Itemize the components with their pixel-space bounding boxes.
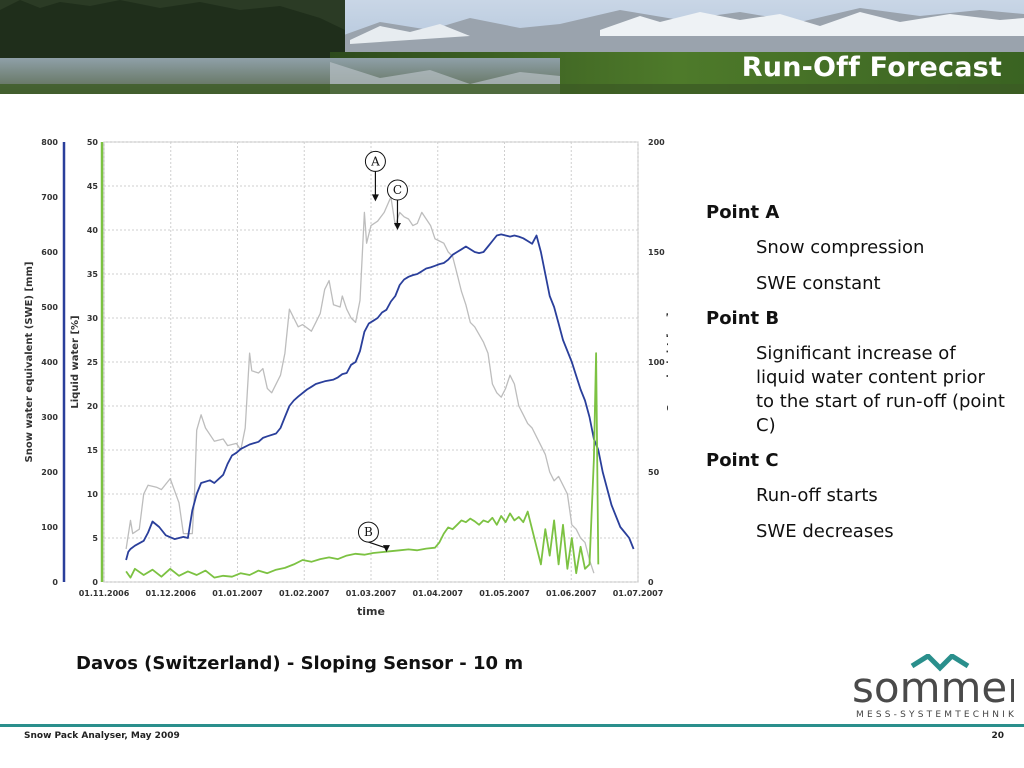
swe-tick-label: 400 [41, 358, 58, 367]
swe-tick-label: 800 [41, 138, 58, 147]
swe-tick-label: 300 [41, 413, 58, 422]
lw-tick-label: 35 [87, 270, 99, 279]
landscape-image [0, 0, 1024, 94]
header-banner: Run-Off Forecast [0, 0, 1024, 94]
note-line: Snow compression [756, 237, 925, 258]
annotation-label: B [364, 525, 373, 539]
hs-tick-label: 200 [648, 138, 665, 147]
series-line-lw [125, 352, 600, 579]
annotation-arrowhead [371, 194, 379, 202]
annotation-circle [357, 521, 379, 543]
swe-tick-label: 100 [41, 523, 58, 532]
company-logo: sommer [850, 652, 1024, 720]
annotation-arrowhead [382, 545, 390, 553]
annotation-arrowhead [393, 223, 401, 230]
x-tick-label: 01.04.2007 [412, 589, 463, 598]
swe-tick-label: 600 [41, 248, 58, 257]
hs-tick-label: 100 [648, 358, 665, 367]
note-group: Point A Snow compression SWE constant [706, 202, 1006, 296]
hs-tick-label: 0 [648, 578, 654, 587]
page-number: 20 [991, 731, 1004, 741]
swe-axis-title: Snow water equivalent (SWE) [mm] [24, 262, 35, 463]
logo-image: sommer [852, 652, 1024, 712]
lw-tick-label: 15 [87, 446, 99, 455]
note-heading: Point A [706, 202, 780, 223]
hs-tick-label: 50 [648, 468, 660, 477]
hs-tick-label: 150 [648, 248, 665, 257]
note-line: Significant increase of liquid water con… [756, 343, 1005, 436]
swe-tick-label: 0 [52, 578, 58, 587]
slide-title: Run-Off Forecast [741, 52, 1002, 83]
lw-tick-label: 30 [87, 314, 99, 323]
lw-tick-label: 5 [92, 534, 98, 543]
lw-tick-label: 25 [87, 358, 99, 367]
note-heading: Point C [706, 450, 779, 471]
note-group: Point B Significant increase of liquid wa… [706, 308, 1006, 438]
lw-tick-label: 50 [87, 138, 99, 147]
lw-tick-label: 45 [87, 182, 99, 191]
x-tick-label: 01.06.2007 [546, 589, 597, 598]
x-tick-label: 01.05.2007 [479, 589, 530, 598]
swe-tick-label: 700 [41, 193, 58, 202]
note-group: Point C Run-off starts SWE decreases [706, 450, 1006, 544]
footer-rule [0, 724, 1024, 727]
annotation-arrow [368, 541, 387, 549]
x-tick-label: 01.02.2007 [279, 589, 330, 598]
x-tick-label: 01.01.2007 [212, 589, 263, 598]
logo-wordmark: sommer [852, 663, 1014, 710]
lw-tick-label: 0 [92, 578, 98, 587]
note-line: SWE constant [756, 273, 881, 294]
note-line: SWE decreases [756, 521, 894, 542]
annotation-circle [386, 179, 408, 201]
hs-axis-title: Snow height [cm] [666, 312, 668, 411]
runoff-chart: 01.11.2006 01.12.2006 01.01.2007 01.02.2007… [18, 132, 668, 622]
lw-axis-title: Liquid water [%] [70, 315, 81, 408]
swe-tick-label: 500 [41, 303, 58, 312]
chart-caption: Davos (Switzerland) - Sloping Sensor - 1… [76, 653, 524, 674]
lw-tick-label: 10 [87, 490, 99, 499]
note-heading: Point B [706, 308, 780, 329]
chart-svg: 01.11.2006 01.12.2006 01.01.2007 01.02.2007… [24, 138, 668, 618]
series-line-hs [125, 196, 595, 574]
annotation-label: C [393, 183, 402, 197]
notes-panel: Point A Snow compression SWE constant Point… [706, 202, 1006, 556]
logo-subtitle: MESS-SYSTEMTECHNIK [856, 710, 1018, 720]
swe-tick-label: 200 [41, 468, 58, 477]
annotation-label: A [370, 154, 380, 168]
x-tick-label: 01.03.2007 [346, 589, 397, 598]
lw-tick-label: 20 [87, 402, 99, 411]
lw-tick-label: 40 [87, 226, 99, 235]
x-tick-label: 01.12.2006 [145, 589, 196, 598]
x-tick-label: 01.07.2007 [613, 589, 664, 598]
x-tick-label: 01.11.2006 [79, 589, 130, 598]
note-line: Run-off starts [756, 485, 878, 506]
footer-text: Snow Pack Analyser, May 2009 [24, 731, 180, 741]
annotation-circle [364, 150, 386, 172]
x-axis-title: time [357, 605, 385, 618]
series-line-swe [125, 233, 635, 561]
